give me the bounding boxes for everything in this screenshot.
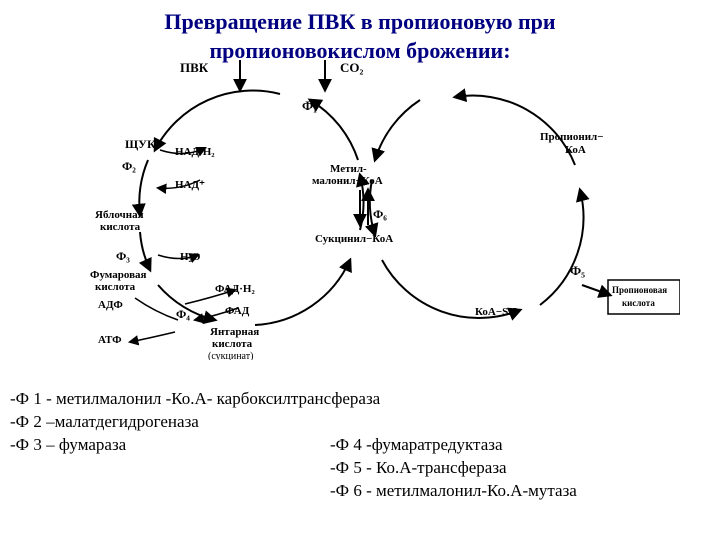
enzyme-f1: Ф₁	[302, 98, 317, 113]
label-succ-2: кислота	[212, 338, 253, 350]
enzyme-f3: Ф₃	[116, 249, 130, 263]
label-fumaric-2: кислота	[95, 281, 136, 293]
label-nadh2: НАД·Н₂	[175, 146, 215, 158]
label-nad: НАД⁺	[175, 179, 205, 191]
legend-left: -Ф 1 - метилмалонил -Ко.А- карбоксилтран…	[10, 388, 380, 457]
label-fumaric-1: Фумаровая	[90, 269, 147, 281]
label-malic-2: кислота	[100, 221, 141, 233]
cycle-diagram: ПВК СО₂ Пропионовая кислота Ф₁ Ф₂ Ф₃ Ф₄ …	[40, 60, 680, 360]
label-adp: АДФ	[98, 299, 123, 311]
enzyme-f5: Ф₅	[570, 263, 585, 278]
legend-right: -Ф 4 -фумаратредуктаза -Ф 5 - Ко.А-транс…	[330, 434, 577, 503]
legend-f3: -Ф 3 – фумараза	[10, 434, 380, 457]
label-schuk: ЩУК	[125, 137, 156, 151]
page-title: Превращение ПВК в пропионовую при пропио…	[0, 0, 720, 65]
enzyme-f2: Ф₂	[122, 159, 136, 173]
legend-f1: -Ф 1 - метилмалонил -Ко.А- карбоксилтран…	[10, 388, 380, 411]
label-h2o: Н₂О	[180, 251, 201, 263]
label-mm-1: Метил-	[330, 163, 367, 175]
label-prop-1: Пропионил−	[540, 131, 603, 143]
label-fadh2: ФАД·Н₂	[215, 283, 255, 295]
label-pvk: ПВК	[180, 60, 209, 75]
title-line1: Превращение ПВК в пропионовую при	[0, 8, 720, 37]
label-atp: АТФ	[98, 334, 122, 346]
label-propionic-2: кислота	[622, 298, 655, 308]
label-succ-1: Янтарная	[210, 326, 259, 338]
legend-f5: -Ф 5 - Ко.А-трансфераза	[330, 457, 577, 480]
legend-f4: -Ф 4 -фумаратредуктаза	[330, 434, 577, 457]
enzyme-f4: Ф₄	[176, 307, 190, 321]
label-prop-2: КоА	[565, 144, 586, 156]
label-succ-3: (сукцинат)	[208, 351, 253, 360]
label-malic-1: Яблочная	[95, 209, 144, 221]
label-koash: КоА−SH	[475, 306, 517, 318]
enzyme-f6: Ф₆	[373, 207, 387, 221]
label-co2: СО₂	[340, 60, 364, 75]
label-propionic-1: Пропионовая	[612, 285, 667, 295]
label-fad: ФАД	[225, 305, 250, 317]
label-succinyl: Сукцинил−КоА	[315, 233, 393, 245]
label-mm-2: малонил−КоА	[312, 175, 383, 187]
legend-f2: -Ф 2 –малатдегидрогеназа	[10, 411, 380, 434]
legend-f6: -Ф 6 - метилмалонил-Ко.А-мутаза	[330, 480, 577, 503]
